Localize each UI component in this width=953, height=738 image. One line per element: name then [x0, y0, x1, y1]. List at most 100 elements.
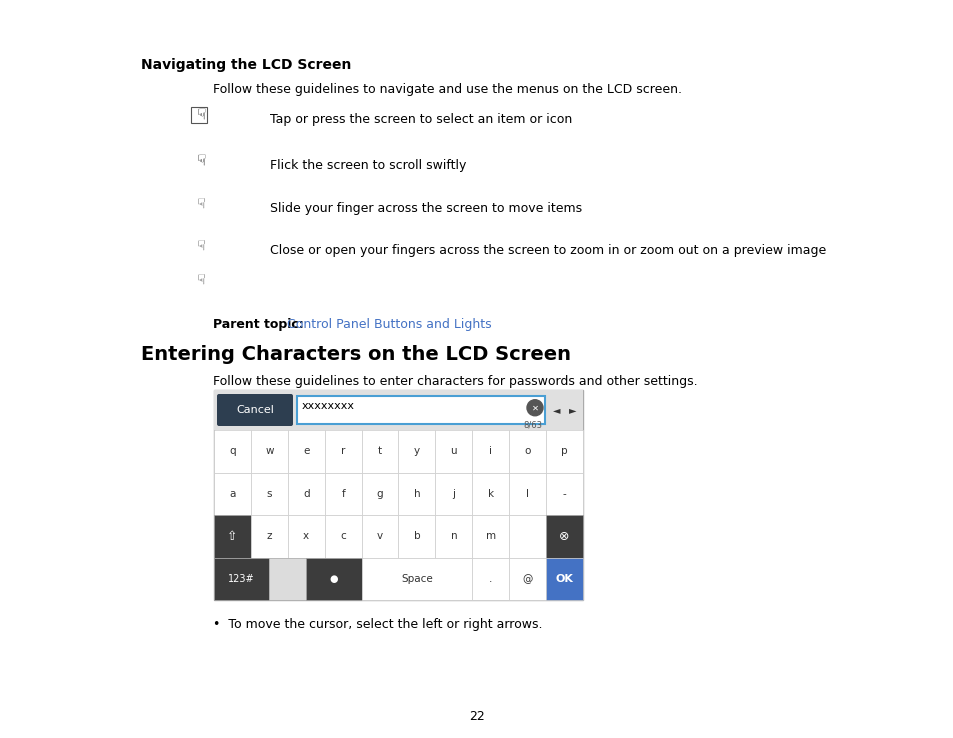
FancyBboxPatch shape [216, 394, 293, 426]
Text: 22: 22 [469, 710, 484, 723]
Bar [213, 390, 582, 430]
Bar [296, 396, 544, 424]
Bar [545, 515, 582, 557]
Text: j: j [452, 489, 455, 499]
Text: Flick the screen to scroll swiftly: Flick the screen to scroll swiftly [270, 159, 466, 172]
Bar [324, 472, 361, 515]
Text: f: f [341, 489, 345, 499]
Text: xxxxxxxx: xxxxxxxx [302, 401, 355, 411]
Bar [435, 472, 472, 515]
Bar [361, 557, 472, 600]
Text: Parent topic:: Parent topic: [213, 318, 308, 331]
Bar [435, 430, 472, 472]
Text: y: y [414, 446, 419, 456]
Bar [361, 430, 398, 472]
Text: q: q [229, 446, 235, 456]
Text: h: h [414, 489, 420, 499]
Text: e: e [303, 446, 309, 456]
Text: ☞: ☞ [192, 197, 206, 210]
Bar [213, 390, 582, 600]
Bar [288, 430, 324, 472]
Bar [324, 430, 361, 472]
Bar [269, 557, 306, 600]
Text: m: m [485, 531, 496, 541]
Bar [472, 430, 509, 472]
Text: z: z [266, 531, 272, 541]
Text: l: l [526, 489, 529, 499]
Bar [361, 472, 398, 515]
Text: Navigating the LCD Screen: Navigating the LCD Screen [141, 58, 351, 72]
Bar [435, 515, 472, 557]
Text: x: x [303, 531, 309, 541]
Text: Space: Space [400, 573, 433, 584]
Text: Entering Characters on the LCD Screen: Entering Characters on the LCD Screen [141, 345, 571, 364]
Bar [398, 430, 435, 472]
Bar [545, 430, 582, 472]
Bar [213, 472, 251, 515]
Bar [213, 557, 269, 600]
Text: s: s [266, 489, 272, 499]
Text: ☞: ☞ [192, 273, 206, 286]
Text: i: i [489, 446, 492, 456]
Text: k: k [487, 489, 494, 499]
Text: Follow these guidelines to navigate and use the menus on the LCD screen.: Follow these guidelines to navigate and … [213, 83, 681, 96]
Text: ●: ● [330, 573, 337, 584]
Text: Tap or press the screen to select an item or icon: Tap or press the screen to select an ite… [270, 113, 572, 126]
Text: g: g [376, 489, 383, 499]
Text: a: a [229, 489, 235, 499]
Bar [324, 515, 361, 557]
Text: b: b [414, 531, 420, 541]
Bar [251, 472, 288, 515]
Bar [288, 515, 324, 557]
Text: Control Panel Buttons and Lights: Control Panel Buttons and Lights [287, 318, 491, 331]
Bar [545, 472, 582, 515]
Bar [509, 557, 545, 600]
Text: ☞: ☞ [192, 154, 206, 167]
Bar [398, 472, 435, 515]
Bar [213, 515, 251, 557]
Text: @: @ [522, 573, 533, 584]
Text: Follow these guidelines to enter characters for passwords and other settings.: Follow these guidelines to enter charact… [213, 375, 697, 388]
Text: p: p [560, 446, 567, 456]
Bar [472, 472, 509, 515]
Bar [545, 557, 582, 600]
Text: Cancel: Cancel [235, 405, 274, 415]
Bar [472, 515, 509, 557]
Text: c: c [340, 531, 346, 541]
Text: r: r [340, 446, 345, 456]
Text: OK: OK [555, 573, 573, 584]
Bar [288, 472, 324, 515]
Text: u: u [450, 446, 456, 456]
Text: 123#: 123# [228, 573, 254, 584]
Text: w: w [265, 446, 274, 456]
Bar [398, 515, 435, 557]
Text: ⇧: ⇧ [227, 530, 237, 542]
Bar [251, 515, 288, 557]
Text: ✕: ✕ [531, 403, 537, 413]
Circle shape [526, 400, 542, 415]
Text: o: o [524, 446, 530, 456]
Text: Slide your finger across the screen to move items: Slide your finger across the screen to m… [270, 202, 581, 215]
Text: n: n [450, 531, 456, 541]
Text: v: v [376, 531, 383, 541]
Text: ►: ► [569, 405, 577, 415]
Bar [251, 430, 288, 472]
Text: Close or open your fingers across the screen to zoom in or zoom out on a preview: Close or open your fingers across the sc… [270, 244, 825, 257]
Bar [306, 557, 361, 600]
Bar [509, 430, 545, 472]
Bar [509, 515, 545, 557]
Text: ◄: ◄ [553, 405, 560, 415]
Text: •  To move the cursor, select the left or right arrows.: • To move the cursor, select the left or… [213, 618, 542, 631]
Text: ⊗: ⊗ [558, 530, 569, 542]
Text: ☞: ☞ [192, 239, 206, 251]
Text: ☞: ☞ [192, 107, 206, 121]
Text: t: t [377, 446, 382, 456]
Bar [213, 430, 251, 472]
Text: .: . [489, 573, 492, 584]
Bar [361, 515, 398, 557]
Text: -: - [562, 489, 566, 499]
Text: d: d [303, 489, 309, 499]
Bar [472, 557, 509, 600]
Bar [509, 472, 545, 515]
Text: 8/63: 8/63 [522, 420, 541, 429]
